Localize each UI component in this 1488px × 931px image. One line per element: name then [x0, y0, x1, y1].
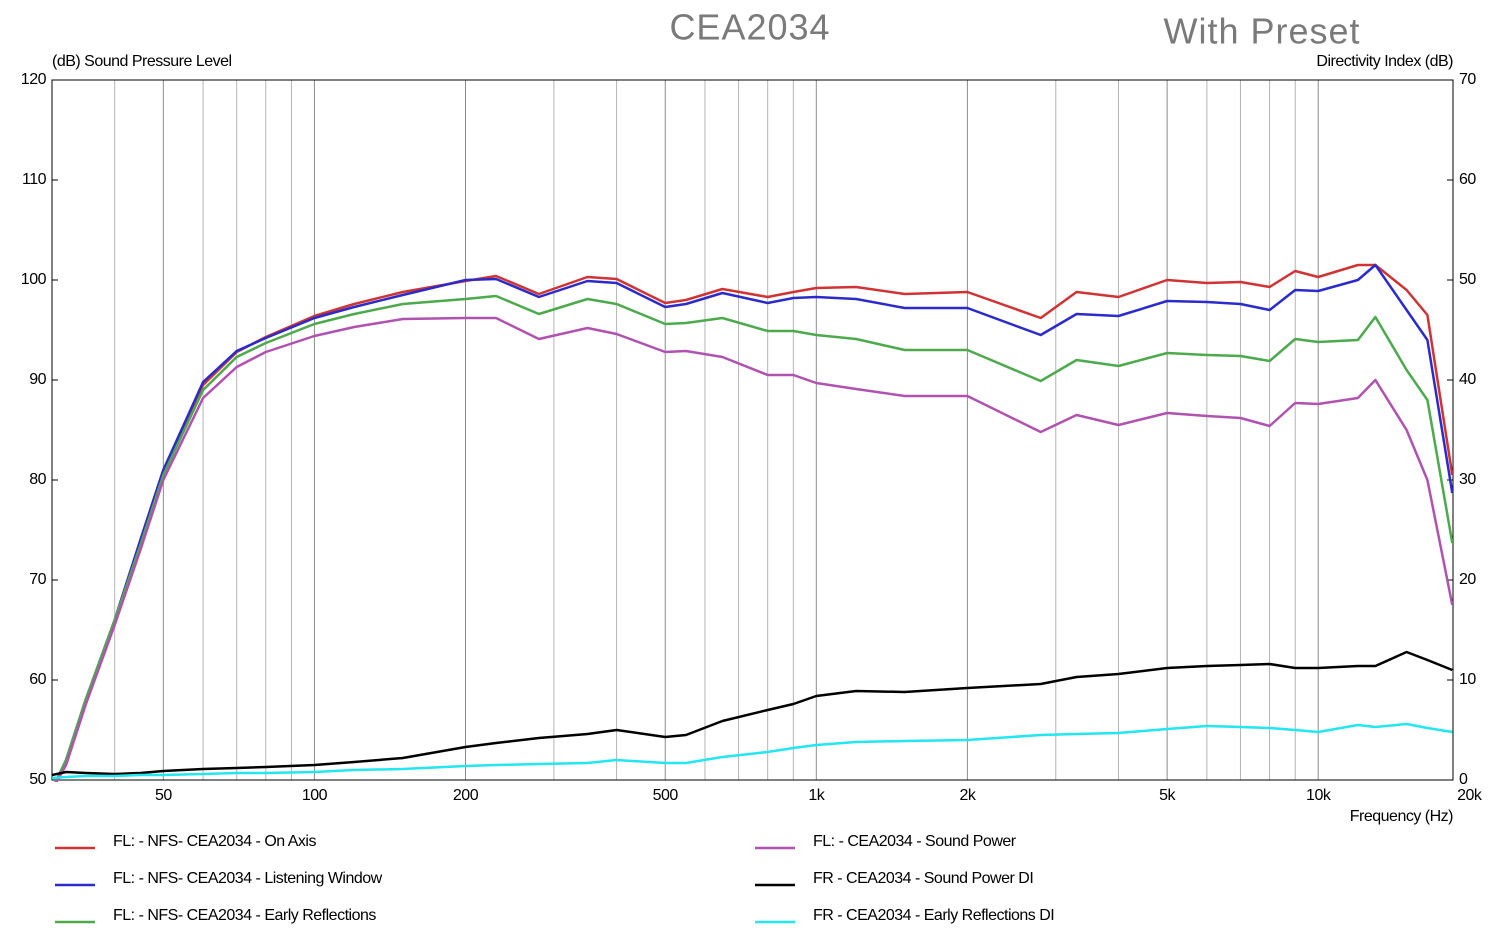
x-tick-label: 2k [959, 787, 976, 804]
y-tick-label: 100 [21, 271, 47, 288]
y2-tick-label: 60 [1459, 171, 1476, 188]
legend-label: FL: - NFS- CEA2034 - Early Reflections [113, 907, 376, 924]
x-tick-label: 500 [653, 787, 679, 804]
y2-tick-label: 70 [1459, 71, 1476, 88]
x-tick-label: 200 [453, 787, 479, 804]
chart-subtitle: With Preset [1163, 11, 1360, 52]
y2-tick-label: 50 [1459, 271, 1476, 288]
legend-label: FR - CEA2034 - Sound Power DI [813, 870, 1033, 887]
x-tick-label: 20k [1457, 787, 1483, 804]
y2-axis-label: Directivity Index (dB) [1316, 53, 1453, 70]
x-tick-label: 5k [1159, 787, 1176, 804]
series-line [54, 294, 1453, 782]
series-line [54, 263, 1453, 782]
y2-tick-label: 30 [1459, 471, 1476, 488]
y-axis-label: (dB) Sound Pressure Level [52, 53, 232, 70]
x-axis-label: Frequency (Hz) [1350, 808, 1453, 825]
series-line [52, 722, 1453, 780]
legend-label: FR - CEA2034 - Early Reflections DI [813, 907, 1054, 924]
x-tick-label: 1k [808, 787, 825, 804]
y2-tick-label: 20 [1459, 571, 1476, 588]
x-tick-label: 100 [302, 787, 328, 804]
x-tick-label: 10k [1306, 787, 1332, 804]
legend-label: FL: - NFS- CEA2034 - Listening Window [113, 870, 383, 887]
y-tick-label: 120 [21, 71, 47, 88]
x-tick-label: 50 [155, 787, 172, 804]
series-line [54, 263, 1453, 782]
y-tick-label: 90 [29, 371, 46, 388]
series-line [52, 650, 1453, 777]
legend-label: FL: - NFS- CEA2034 - On Axis [113, 833, 316, 850]
y-tick-label: 110 [22, 171, 47, 188]
y-tick-label: 70 [29, 571, 46, 588]
y-tick-label: 80 [29, 471, 46, 488]
y-tick-label: 50 [29, 771, 46, 788]
series-line [55, 316, 1453, 782]
legend-label: FL: - CEA2034 - Sound Power [813, 833, 1017, 850]
y2-tick-label: 0 [1459, 771, 1468, 788]
y-tick-label: 60 [29, 671, 46, 688]
chart-title: CEA2034 [669, 7, 830, 48]
y2-tick-label: 40 [1459, 371, 1476, 388]
plot-frame [51, 79, 1454, 781]
y2-tick-label: 10 [1459, 671, 1476, 688]
